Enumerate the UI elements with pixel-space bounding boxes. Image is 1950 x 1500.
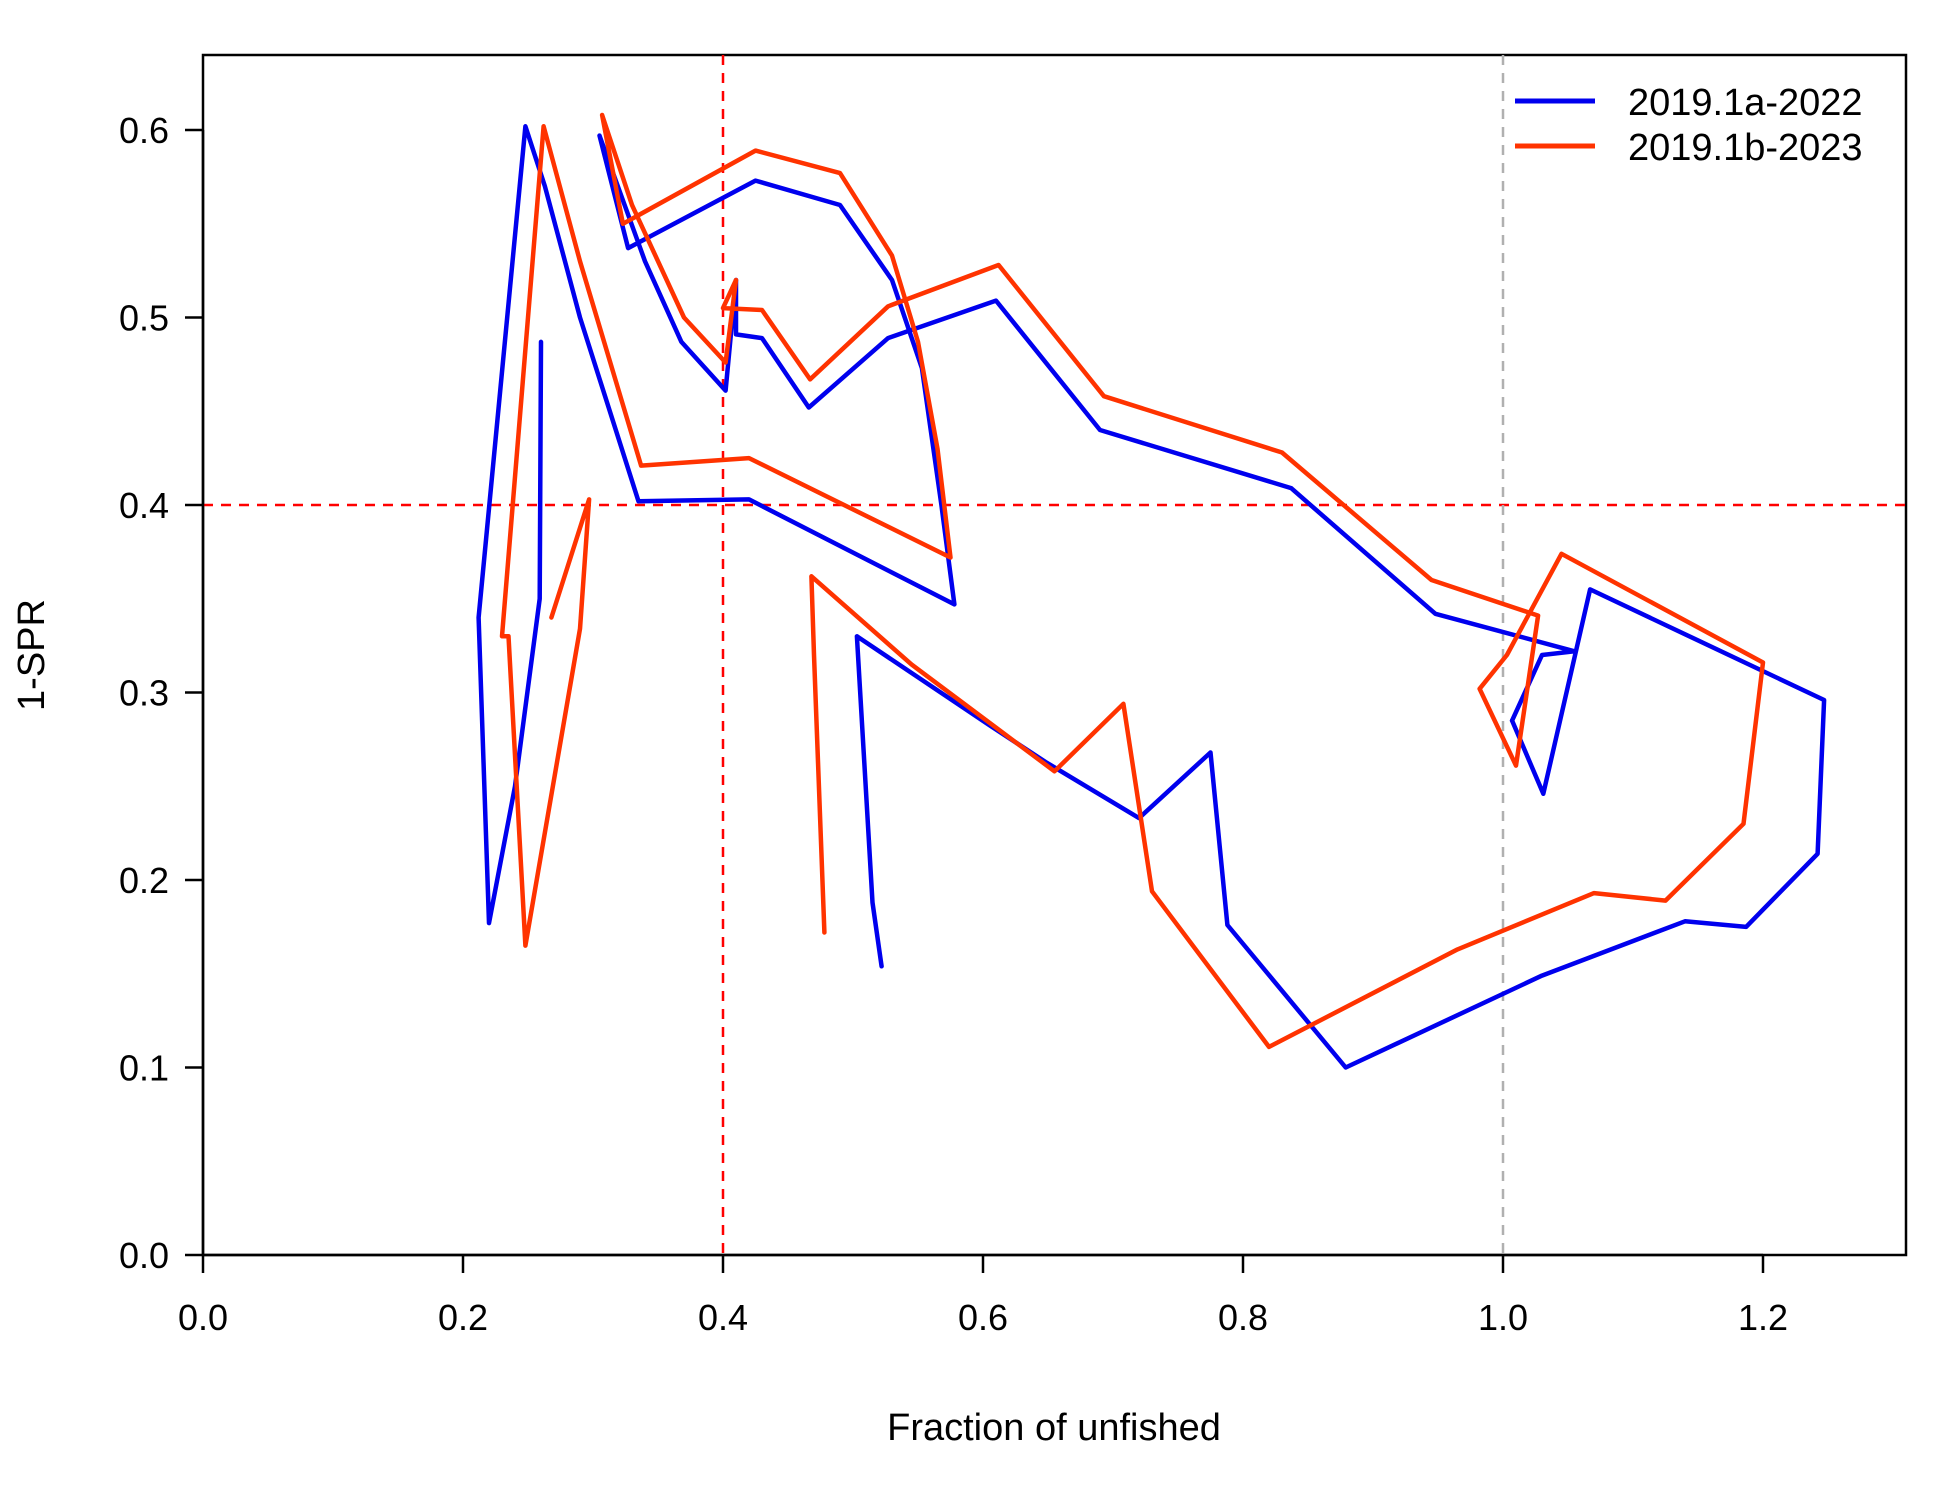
y-tick-label: 0.6 — [119, 110, 169, 151]
legend-label-series-1: 2019.1a-2022 — [1628, 82, 1863, 124]
y-tick-label: 0.5 — [119, 298, 169, 339]
x-axis-title: Fraction of unfished — [887, 1407, 1221, 1449]
y-tick-label: 0.1 — [119, 1048, 169, 1089]
x-tick-label: 0.2 — [438, 1297, 488, 1338]
y-axis: 0.0 0.1 0.2 0.3 0.4 0.5 0.6 — [119, 110, 205, 1276]
x-tick-label: 1.2 — [1738, 1297, 1788, 1338]
x-axis: 0.0 0.2 0.4 0.6 0.8 1.0 1.2 — [178, 1253, 1788, 1338]
x-tick-label: 0.4 — [698, 1297, 748, 1338]
series-line-1 — [476, 124, 1577, 926]
series-layer — [476, 112, 1827, 1070]
x-tick-label: 1.0 — [1478, 1297, 1528, 1338]
legend: 2019.1a-2022 2019.1b-2023 — [1515, 82, 1863, 169]
y-tick-label: 0.0 — [119, 1235, 169, 1276]
x-tick-label: 0.8 — [1218, 1297, 1268, 1338]
y-axis-title: 1-SPR — [11, 599, 53, 711]
series-line-2 — [499, 112, 1766, 1050]
plot-frame — [201, 53, 1908, 1257]
x-tick-label: 0.0 — [178, 1297, 228, 1338]
x-tick-label: 0.6 — [958, 1297, 1008, 1338]
y-tick-label: 0.4 — [119, 485, 169, 526]
y-tick-label: 0.3 — [119, 673, 169, 714]
y-tick-label: 0.2 — [119, 860, 169, 901]
reference-lines — [203, 55, 1906, 1255]
series-line-1 — [854, 587, 1827, 1070]
legend-label-series-2: 2019.1b-2023 — [1628, 127, 1863, 169]
